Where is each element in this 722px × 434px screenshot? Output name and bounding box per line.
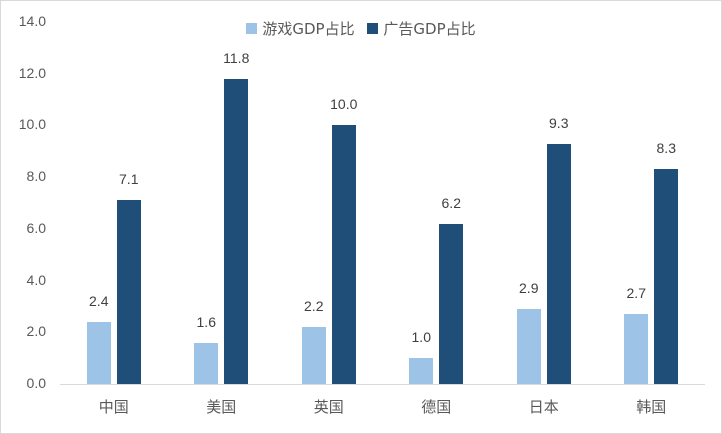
y-tick-label: 8.0	[26, 168, 46, 185]
y-tick-label: 2.0	[26, 323, 46, 340]
data-label: 6.2	[441, 194, 461, 211]
x-tick-label: 中国	[98, 398, 129, 416]
data-label: 1.0	[411, 329, 431, 346]
bar-game	[516, 309, 541, 384]
bar-ad	[224, 78, 249, 384]
legend-label-game: 游戏GDP占比	[262, 20, 355, 38]
data-label: 10.0	[330, 96, 358, 113]
x-axis-line	[60, 384, 705, 385]
y-tick-label: 6.0	[26, 219, 46, 236]
legend-swatch-game	[246, 23, 258, 34]
data-label: 9.3	[549, 114, 569, 131]
legend-label-ad: 广告GDP占比	[383, 20, 476, 38]
y-tick-label: 10.0	[18, 116, 46, 133]
legend: 游戏GDP占比 广告GDP占比	[0, 18, 722, 39]
data-label: 8.3	[656, 140, 676, 157]
bar-game	[86, 321, 111, 384]
bar-game	[194, 342, 219, 384]
bar-ad	[439, 223, 464, 384]
y-tick-label: 12.0	[18, 64, 46, 81]
data-label: 7.1	[119, 171, 139, 188]
bar-game	[409, 358, 434, 384]
bar-game	[301, 327, 326, 384]
data-label: 1.6	[196, 313, 216, 330]
y-tick-label: 14.0	[18, 13, 46, 29]
data-label: 2.4	[89, 292, 109, 309]
bar-game	[624, 314, 649, 384]
x-tick-label: 德国	[421, 398, 452, 416]
x-tick-label: 日本	[528, 398, 559, 416]
legend-item-ad: 广告GDP占比	[367, 18, 476, 39]
x-tick-label: 美国	[206, 398, 237, 416]
x-tick-label: 韩国	[636, 398, 667, 416]
data-label: 2.7	[626, 285, 646, 302]
legend-item-game: 游戏GDP占比	[246, 18, 355, 39]
bar-ad	[331, 125, 356, 384]
y-tick-label: 0.0	[26, 375, 46, 391]
y-tick-label: 4.0	[26, 271, 46, 288]
data-label: 11.8	[223, 49, 250, 66]
bar-ad	[116, 200, 141, 384]
data-label: 2.9	[519, 280, 539, 296]
bar-ad	[546, 143, 571, 384]
data-label: 2.2	[304, 298, 324, 315]
bar-ad	[654, 169, 679, 384]
legend-swatch-ad	[367, 23, 379, 34]
x-tick-label: 英国	[313, 398, 344, 416]
